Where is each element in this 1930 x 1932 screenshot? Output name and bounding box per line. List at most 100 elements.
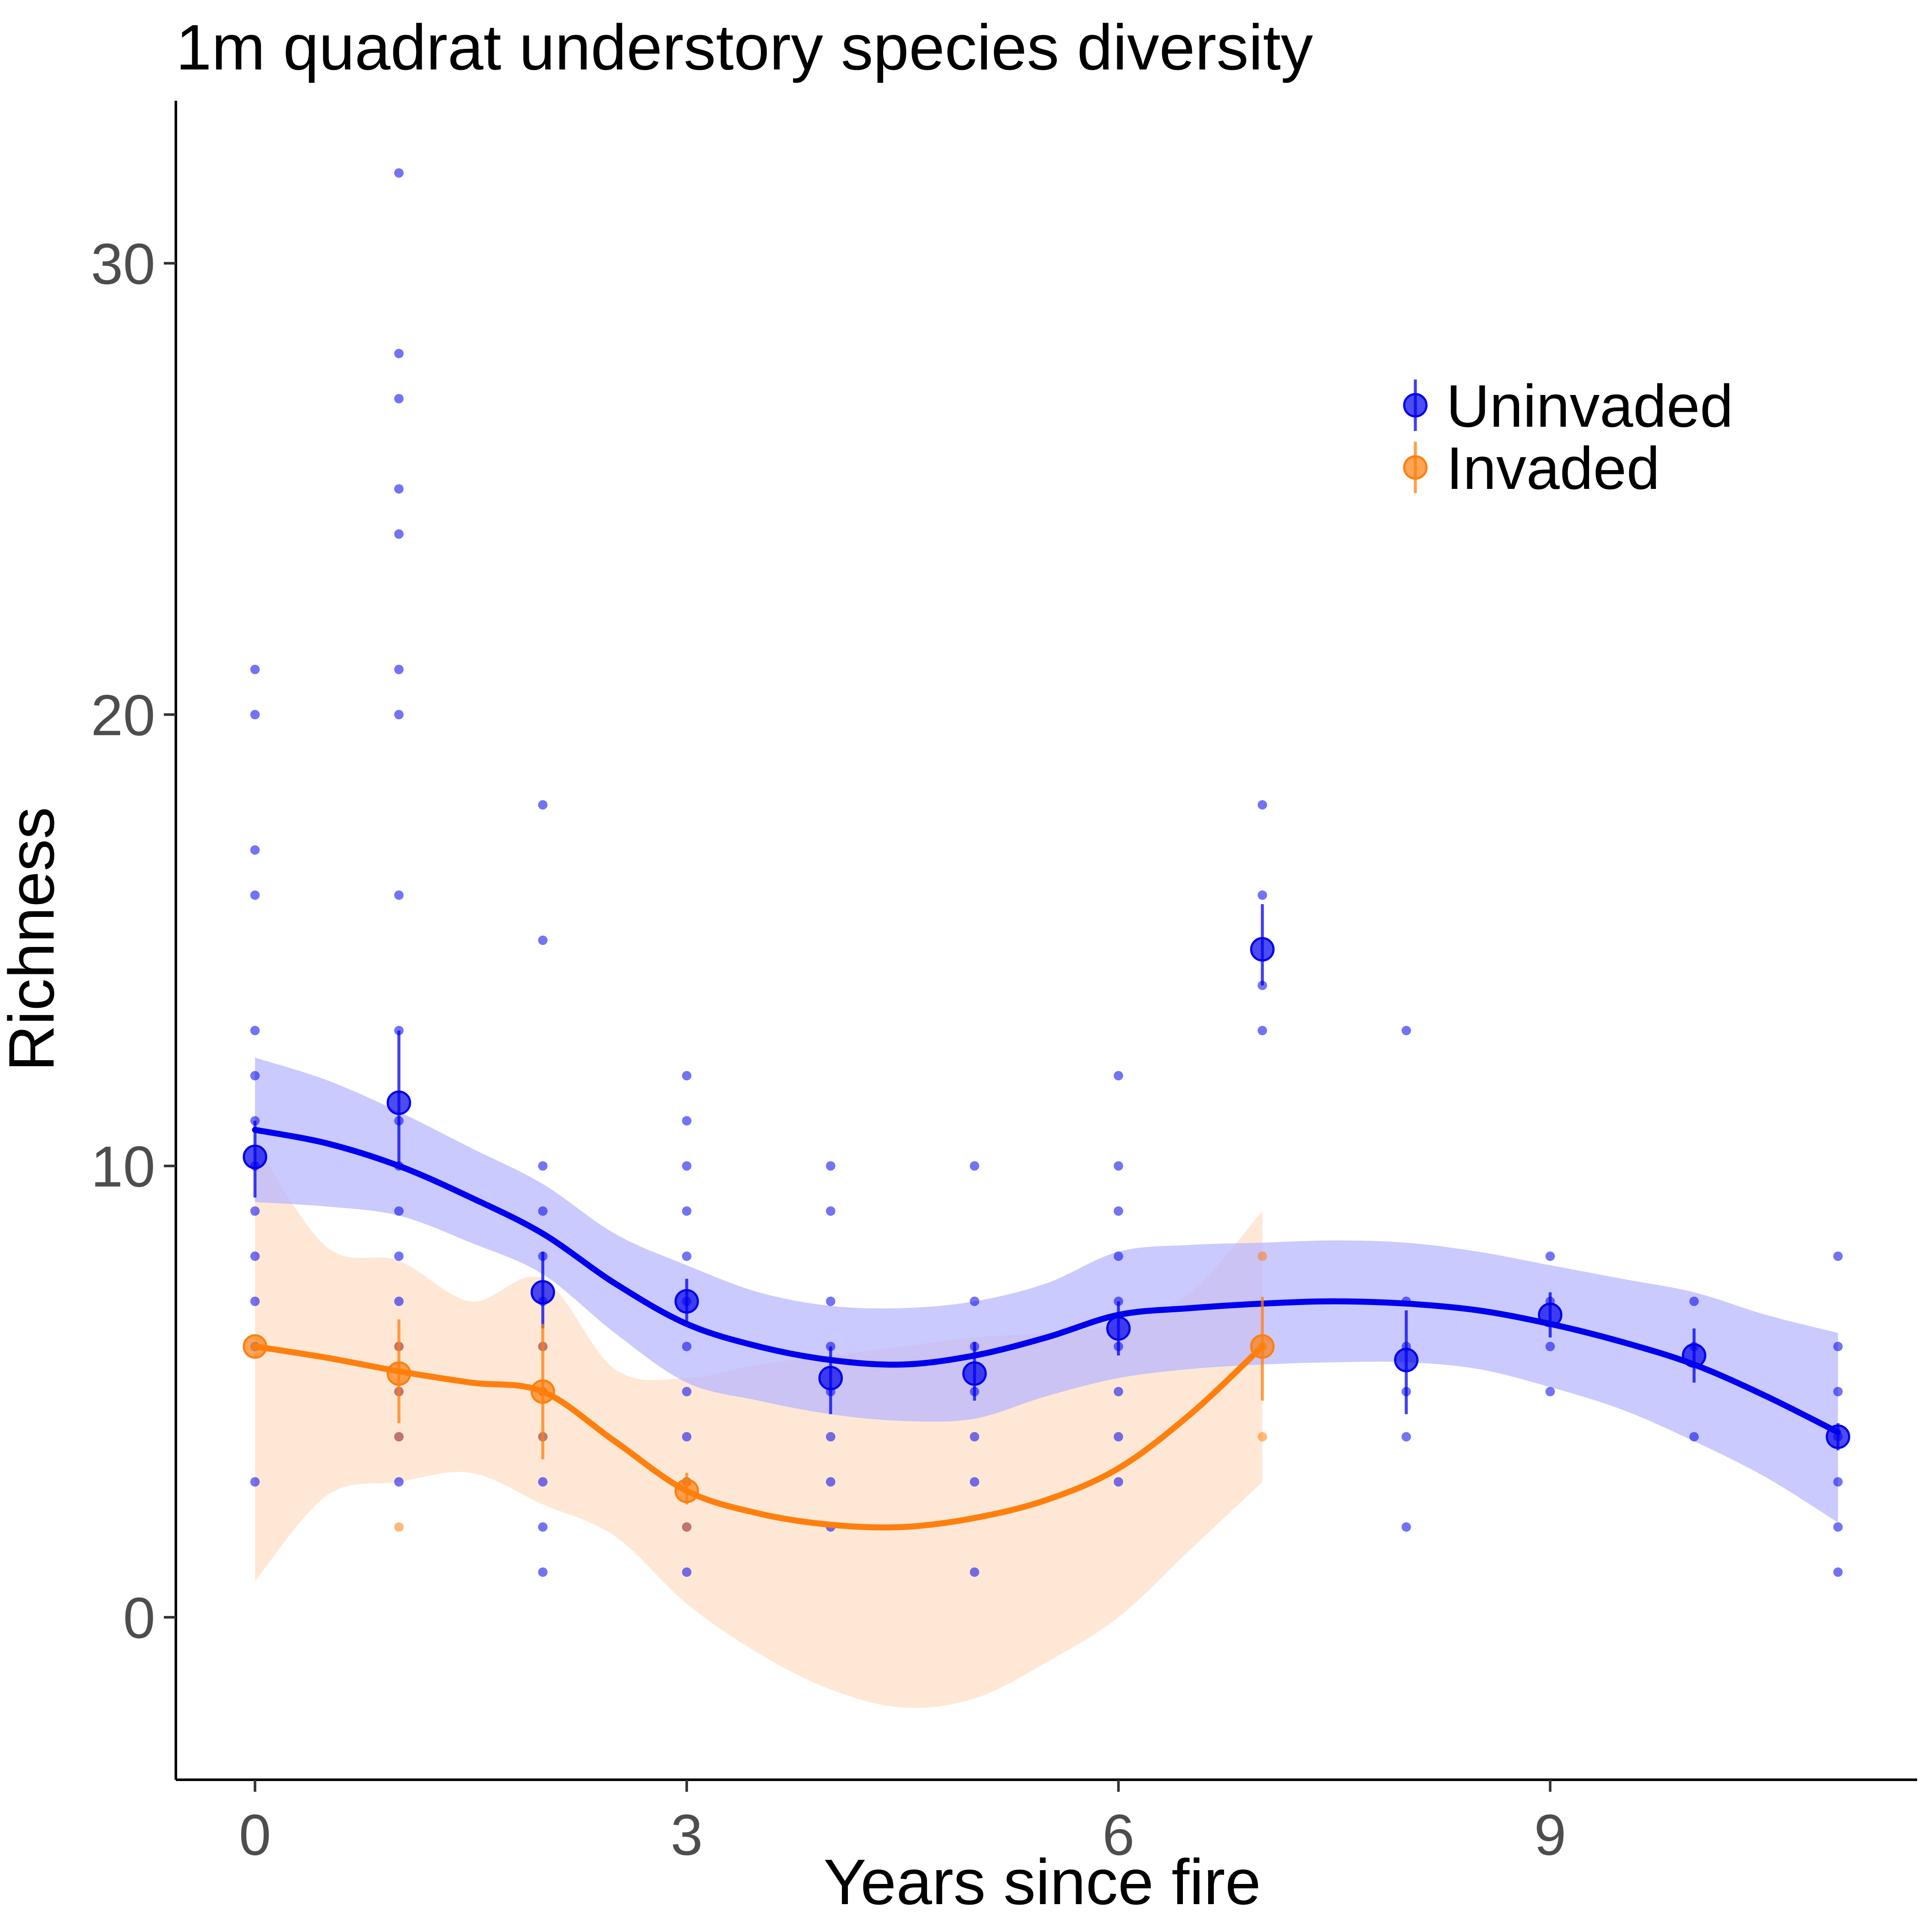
- raw-points: [250, 168, 1843, 1577]
- raw-point-uninvaded: [394, 1206, 404, 1216]
- raw-point-uninvaded: [394, 394, 404, 404]
- raw-point-uninvaded: [394, 484, 404, 494]
- raw-point-uninvaded: [250, 1206, 260, 1216]
- raw-point-uninvaded: [394, 168, 404, 178]
- raw-point-uninvaded: [1113, 1477, 1123, 1487]
- raw-point-invaded: [682, 1522, 692, 1532]
- mean-points: [243, 904, 1850, 1505]
- raw-point-uninvaded: [1833, 1477, 1843, 1487]
- mean-point-invaded: [674, 1478, 699, 1503]
- raw-point-uninvaded: [970, 1567, 980, 1577]
- raw-point-uninvaded: [826, 1432, 835, 1442]
- confidence-bands: [255, 1058, 1838, 1708]
- raw-point-uninvaded: [1113, 1161, 1123, 1171]
- raw-point-uninvaded: [1833, 1567, 1843, 1577]
- legend-key-uninvaded: [1403, 393, 1428, 418]
- raw-point-uninvaded: [1113, 1071, 1123, 1081]
- raw-point-invaded: [1258, 1251, 1267, 1261]
- raw-point-uninvaded: [394, 529, 404, 539]
- raw-point-uninvaded: [682, 1432, 692, 1442]
- raw-point-uninvaded: [682, 1251, 692, 1261]
- raw-point-uninvaded: [1833, 1522, 1843, 1532]
- mean-point-invaded: [1250, 1334, 1275, 1359]
- raw-point-uninvaded: [826, 1296, 835, 1306]
- raw-point-uninvaded: [1545, 1251, 1555, 1261]
- smooth-line-uninvaded: [252, 1127, 1841, 1435]
- raw-point-uninvaded: [682, 1206, 692, 1216]
- confidence-band-invaded: [255, 1143, 1263, 1708]
- raw-point-uninvaded: [538, 935, 548, 945]
- mean-point-uninvaded: [1394, 1347, 1419, 1372]
- x-tick-label: 9: [1534, 1802, 1566, 1867]
- raw-point-uninvaded: [538, 1567, 548, 1577]
- mean-point-uninvaded: [1682, 1343, 1707, 1368]
- raw-point-uninvaded: [1401, 1025, 1411, 1035]
- raw-point-uninvaded: [394, 1477, 404, 1487]
- raw-point-uninvaded: [1401, 1522, 1411, 1532]
- raw-point-uninvaded: [394, 1251, 404, 1261]
- raw-point-uninvaded: [970, 1296, 980, 1306]
- legend-label-uninvaded: Uninvaded: [1446, 372, 1733, 440]
- confidence-band-uninvaded: [255, 1058, 1838, 1523]
- mean-point-uninvaded: [818, 1365, 843, 1390]
- y-tick-label: 0: [123, 1585, 155, 1650]
- raw-point-uninvaded: [826, 1161, 835, 1171]
- chart-title: 1m quadrat understory species diversity: [176, 11, 1313, 83]
- mean-point-uninvaded: [1106, 1316, 1131, 1341]
- raw-point-uninvaded: [250, 1251, 260, 1261]
- legend-key-invaded: [1403, 455, 1428, 480]
- raw-point-uninvaded: [538, 1477, 548, 1487]
- raw-point-invaded: [1258, 1432, 1267, 1442]
- raw-point-uninvaded: [1833, 1386, 1843, 1396]
- raw-point-uninvaded: [250, 1071, 260, 1081]
- raw-point-uninvaded: [250, 1477, 260, 1487]
- raw-point-uninvaded: [1258, 890, 1267, 900]
- raw-point-uninvaded: [1113, 1386, 1123, 1396]
- raw-point-uninvaded: [394, 710, 404, 720]
- raw-point-uninvaded: [1113, 1206, 1123, 1216]
- mean-point-uninvaded: [962, 1361, 987, 1386]
- mean-point-uninvaded: [674, 1289, 699, 1314]
- mean-point-uninvaded: [243, 1145, 268, 1169]
- raw-point-invaded: [394, 1432, 404, 1442]
- raw-point-uninvaded: [1113, 1432, 1123, 1442]
- raw-point-uninvaded: [682, 1116, 692, 1126]
- raw-point-uninvaded: [970, 1161, 980, 1171]
- raw-point-uninvaded: [538, 1522, 548, 1532]
- raw-point-uninvaded: [970, 1432, 980, 1442]
- raw-point-uninvaded: [538, 1161, 548, 1171]
- mean-point-invaded: [386, 1361, 411, 1386]
- raw-point-uninvaded: [394, 349, 404, 359]
- raw-point-uninvaded: [1689, 1432, 1699, 1442]
- smooth-line-invaded: [252, 1343, 1266, 1531]
- raw-point-uninvaded: [826, 1206, 835, 1216]
- mean-point-invaded: [243, 1334, 268, 1359]
- raw-point-uninvaded: [394, 890, 404, 900]
- axes: 0 3 6 9 0 10 20 30: [91, 101, 1917, 1867]
- mean-point-uninvaded: [531, 1280, 555, 1305]
- raw-point-uninvaded: [1401, 1432, 1411, 1442]
- mean-point-uninvaded: [1538, 1302, 1562, 1327]
- x-axis-label: Years since fire: [823, 1846, 1261, 1918]
- mean-point-invaded: [531, 1379, 555, 1404]
- y-tick-label: 30: [91, 232, 155, 296]
- raw-point-uninvaded: [970, 1477, 980, 1487]
- raw-point-uninvaded: [250, 1296, 260, 1306]
- raw-point-uninvaded: [250, 1025, 260, 1035]
- raw-point-uninvaded: [1833, 1251, 1843, 1261]
- raw-point-uninvaded: [682, 1567, 692, 1577]
- mean-point-uninvaded: [1825, 1424, 1850, 1449]
- raw-point-uninvaded: [1545, 1386, 1555, 1396]
- raw-point-uninvaded: [1833, 1341, 1843, 1351]
- raw-point-uninvaded: [682, 1071, 692, 1081]
- legend-label-invaded: Invaded: [1446, 434, 1660, 502]
- raw-point-invaded: [394, 1522, 404, 1532]
- raw-point-uninvaded: [394, 665, 404, 675]
- x-tick-label: 6: [1102, 1802, 1134, 1867]
- raw-point-uninvaded: [682, 1341, 692, 1351]
- x-tick-label: 0: [239, 1802, 271, 1867]
- mean-point-uninvaded: [1250, 937, 1275, 962]
